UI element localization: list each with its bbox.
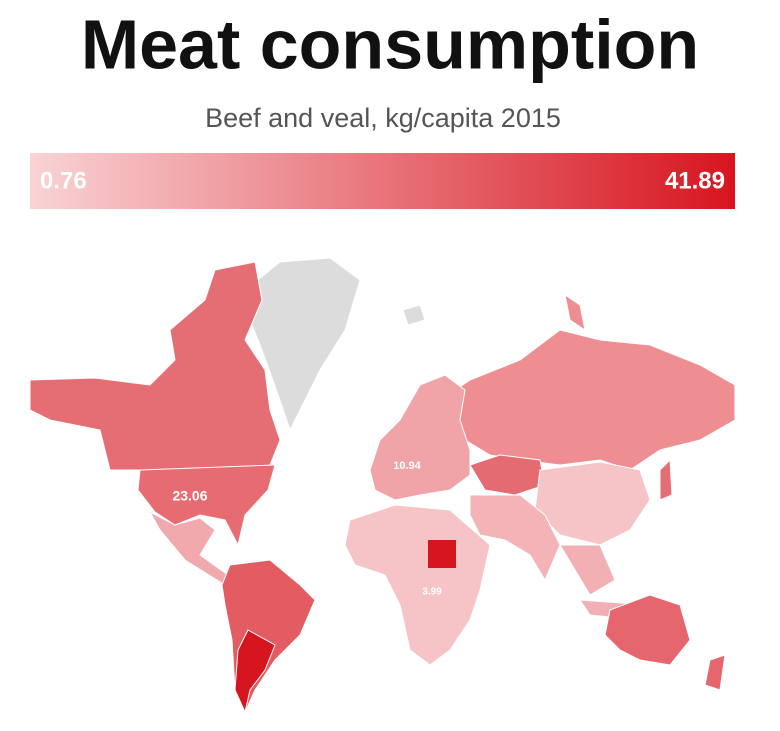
greenland <box>244 257 361 432</box>
map-label: 10.94 <box>393 460 421 472</box>
argentina <box>234 629 276 714</box>
australia <box>604 594 691 666</box>
canada-alaska <box>29 261 281 471</box>
middle-east-india <box>469 494 561 582</box>
iceland <box>402 304 426 326</box>
europe <box>369 374 471 501</box>
russia <box>439 329 736 471</box>
legend-bar <box>30 153 735 209</box>
new-zealand <box>704 654 726 691</box>
usa <box>137 464 276 547</box>
africa <box>344 504 491 666</box>
map: 23.06 10.94 3.99 <box>29 257 736 714</box>
legend-max: 41.89 <box>665 167 725 194</box>
legend-min: 0.76 <box>40 167 87 194</box>
sudan <box>428 540 456 568</box>
southeast-asia <box>559 544 616 596</box>
japan <box>659 458 673 501</box>
kazakhstan <box>469 454 546 496</box>
title: Meat consumption <box>81 5 699 83</box>
novaya-zemlya <box>564 293 586 332</box>
map-label: 3.99 <box>422 587 442 598</box>
mexico <box>148 510 236 586</box>
subtitle: Beef and veal, kg/capita 2015 <box>205 103 561 133</box>
map-label: 23.06 <box>172 488 207 504</box>
